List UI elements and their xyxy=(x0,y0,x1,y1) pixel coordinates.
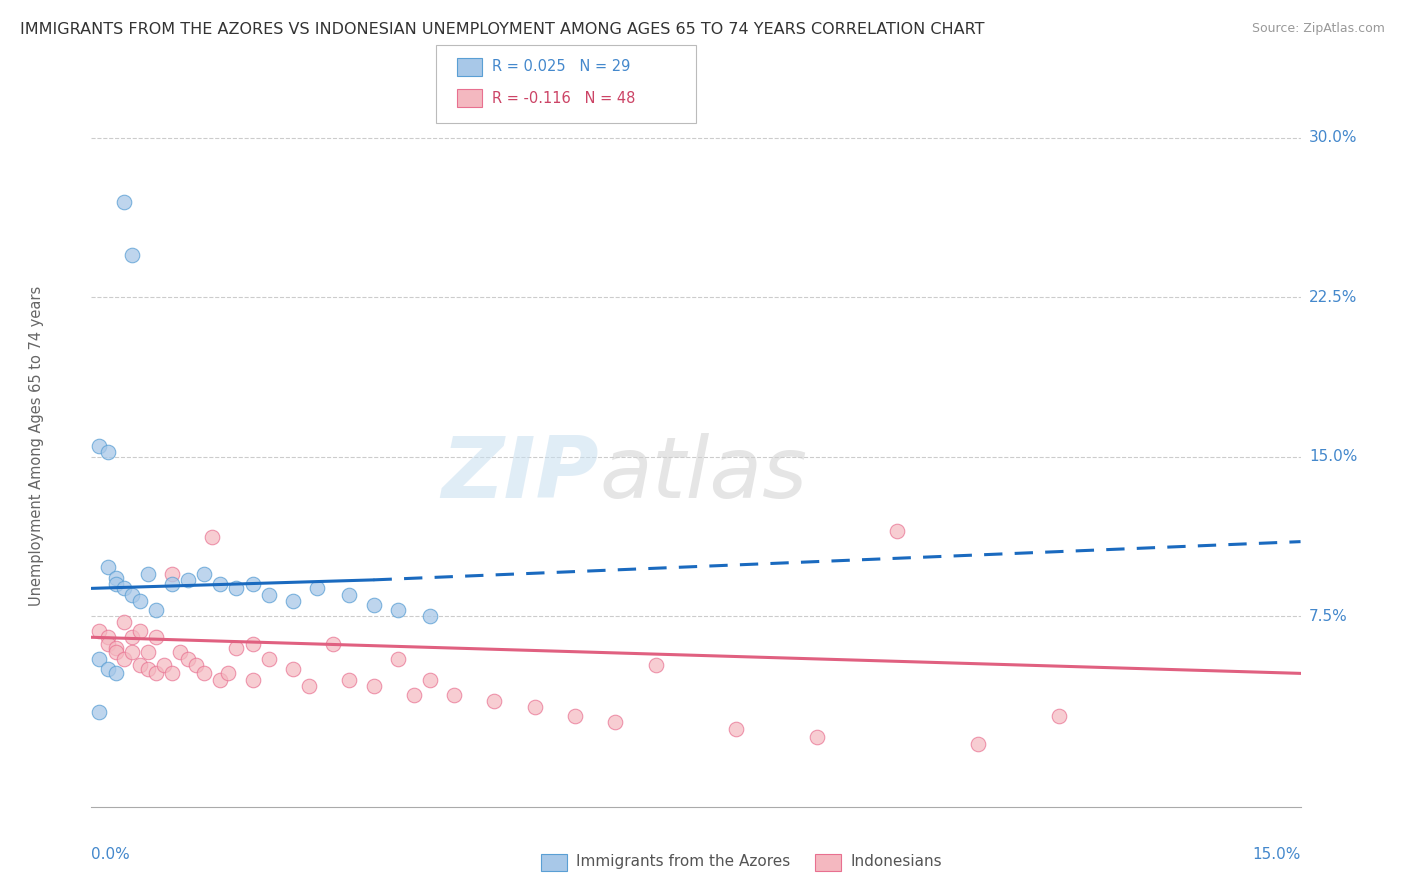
Point xyxy=(121,248,143,262)
Point xyxy=(242,673,264,687)
Point xyxy=(307,582,329,596)
Point xyxy=(153,657,176,672)
Point xyxy=(96,637,118,651)
Point xyxy=(725,722,748,736)
Point xyxy=(121,645,143,659)
Point xyxy=(128,624,150,638)
Point xyxy=(967,737,990,751)
Text: R = 0.025   N = 29: R = 0.025 N = 29 xyxy=(492,60,630,74)
Point xyxy=(89,624,111,638)
Point xyxy=(96,445,118,459)
Text: 15.0%: 15.0% xyxy=(1309,450,1357,464)
Point xyxy=(605,715,627,730)
Point xyxy=(217,666,239,681)
Point xyxy=(225,640,247,655)
Point xyxy=(387,602,409,616)
Point xyxy=(104,645,127,659)
Text: 15.0%: 15.0% xyxy=(1253,847,1301,862)
Point xyxy=(322,637,344,651)
Point xyxy=(136,645,159,659)
Point xyxy=(225,582,247,596)
Point xyxy=(281,594,304,608)
Point xyxy=(242,577,264,591)
Point xyxy=(177,573,200,587)
Point xyxy=(177,651,200,665)
Point xyxy=(89,439,111,453)
Point xyxy=(193,666,215,681)
Point xyxy=(298,679,321,693)
Point xyxy=(89,651,111,665)
Point xyxy=(337,588,360,602)
Point xyxy=(201,530,224,544)
Point xyxy=(136,662,159,676)
Point xyxy=(419,609,441,624)
Point xyxy=(160,566,183,581)
Point xyxy=(1047,709,1070,723)
Point xyxy=(128,594,150,608)
Text: ZIP: ZIP xyxy=(441,434,599,516)
Point xyxy=(209,577,232,591)
Point xyxy=(484,694,506,708)
Point xyxy=(402,688,425,702)
Text: atlas: atlas xyxy=(599,434,807,516)
Point xyxy=(112,615,135,630)
Point xyxy=(160,666,183,681)
Point xyxy=(257,651,280,665)
Point xyxy=(89,705,111,719)
Point xyxy=(145,602,167,616)
Text: Unemployment Among Ages 65 to 74 years: Unemployment Among Ages 65 to 74 years xyxy=(30,285,45,607)
Point xyxy=(419,673,441,687)
Point xyxy=(363,679,385,693)
Point xyxy=(443,688,465,702)
Point xyxy=(193,566,215,581)
Point xyxy=(112,651,135,665)
Text: 0.0%: 0.0% xyxy=(91,847,131,862)
Point xyxy=(281,662,304,676)
Point xyxy=(96,560,118,574)
Text: Source: ZipAtlas.com: Source: ZipAtlas.com xyxy=(1251,22,1385,36)
Point xyxy=(886,524,908,538)
Point xyxy=(96,662,118,676)
Point xyxy=(523,700,546,714)
Point xyxy=(104,640,127,655)
Point xyxy=(564,709,586,723)
Point xyxy=(104,571,127,585)
Point xyxy=(387,651,409,665)
Point xyxy=(145,630,167,644)
Point xyxy=(209,673,232,687)
Point xyxy=(160,577,183,591)
Point xyxy=(136,566,159,581)
Point xyxy=(128,657,150,672)
Point xyxy=(104,577,127,591)
Point xyxy=(186,657,208,672)
Point xyxy=(337,673,360,687)
Text: Immigrants from the Azores: Immigrants from the Azores xyxy=(576,855,790,869)
Text: 30.0%: 30.0% xyxy=(1309,130,1357,145)
Point xyxy=(169,645,191,659)
Point xyxy=(112,582,135,596)
Text: R = -0.116   N = 48: R = -0.116 N = 48 xyxy=(492,91,636,105)
Point xyxy=(145,666,167,681)
Point xyxy=(121,630,143,644)
Point xyxy=(806,730,828,744)
Point xyxy=(644,657,666,672)
Point xyxy=(121,588,143,602)
Text: Indonesians: Indonesians xyxy=(851,855,942,869)
Text: 7.5%: 7.5% xyxy=(1309,608,1347,624)
Point xyxy=(112,194,135,209)
Point xyxy=(242,637,264,651)
Point xyxy=(363,599,385,613)
Point xyxy=(96,630,118,644)
Text: 22.5%: 22.5% xyxy=(1309,290,1357,305)
Text: IMMIGRANTS FROM THE AZORES VS INDONESIAN UNEMPLOYMENT AMONG AGES 65 TO 74 YEARS : IMMIGRANTS FROM THE AZORES VS INDONESIAN… xyxy=(20,22,984,37)
Point xyxy=(257,588,280,602)
Point xyxy=(104,666,127,681)
